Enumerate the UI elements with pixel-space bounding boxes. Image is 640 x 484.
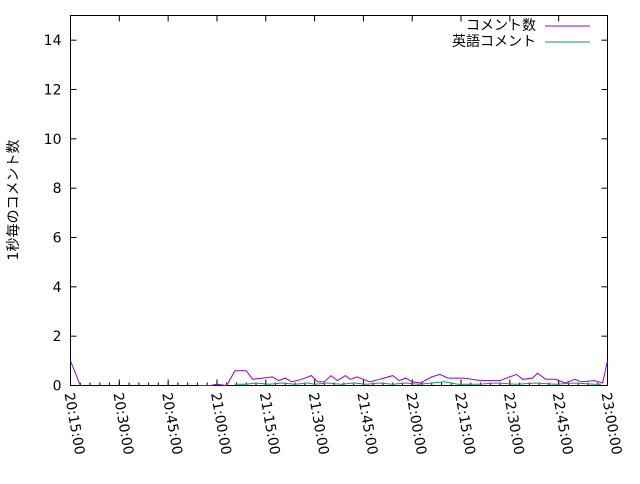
- x-tick-label: 23:00:00: [598, 391, 625, 456]
- y-tick-label: 8: [53, 181, 62, 197]
- x-tick-label: 22:15:00: [451, 391, 478, 456]
- x-tick-label: 21:45:00: [353, 391, 380, 456]
- y-tick-label: 4: [53, 280, 62, 296]
- legend-label-1: 英語コメント: [452, 33, 536, 50]
- x-tick-label: 20:15:00: [61, 391, 88, 456]
- x-tick-label: 22:45:00: [549, 391, 576, 456]
- x-tick-label: 21:00:00: [207, 391, 234, 456]
- x-tick-label: 20:45:00: [158, 391, 185, 456]
- y-axis-label: 1秒毎のコメント数: [6, 140, 22, 261]
- series-line-0: [71, 361, 608, 386]
- y-tick-label: 10: [44, 132, 62, 148]
- y-tick-label: 2: [53, 329, 62, 345]
- x-tick-label: 21:30:00: [305, 391, 332, 456]
- x-tick-label: 21:15:00: [256, 391, 283, 456]
- y-tick-label: 12: [44, 83, 62, 99]
- y-tick-label: 0: [53, 379, 62, 395]
- x-tick-label: 20:30:00: [109, 391, 136, 456]
- plot-frame: [71, 16, 608, 386]
- legend-label-0: コメント数: [466, 18, 536, 34]
- y-tick-label: 14: [44, 33, 62, 49]
- x-tick-label: 22:30:00: [500, 391, 527, 456]
- y-tick-label: 6: [53, 231, 62, 247]
- x-tick-label: 22:00:00: [402, 391, 429, 456]
- legend: コメント数 英語コメント: [452, 18, 590, 50]
